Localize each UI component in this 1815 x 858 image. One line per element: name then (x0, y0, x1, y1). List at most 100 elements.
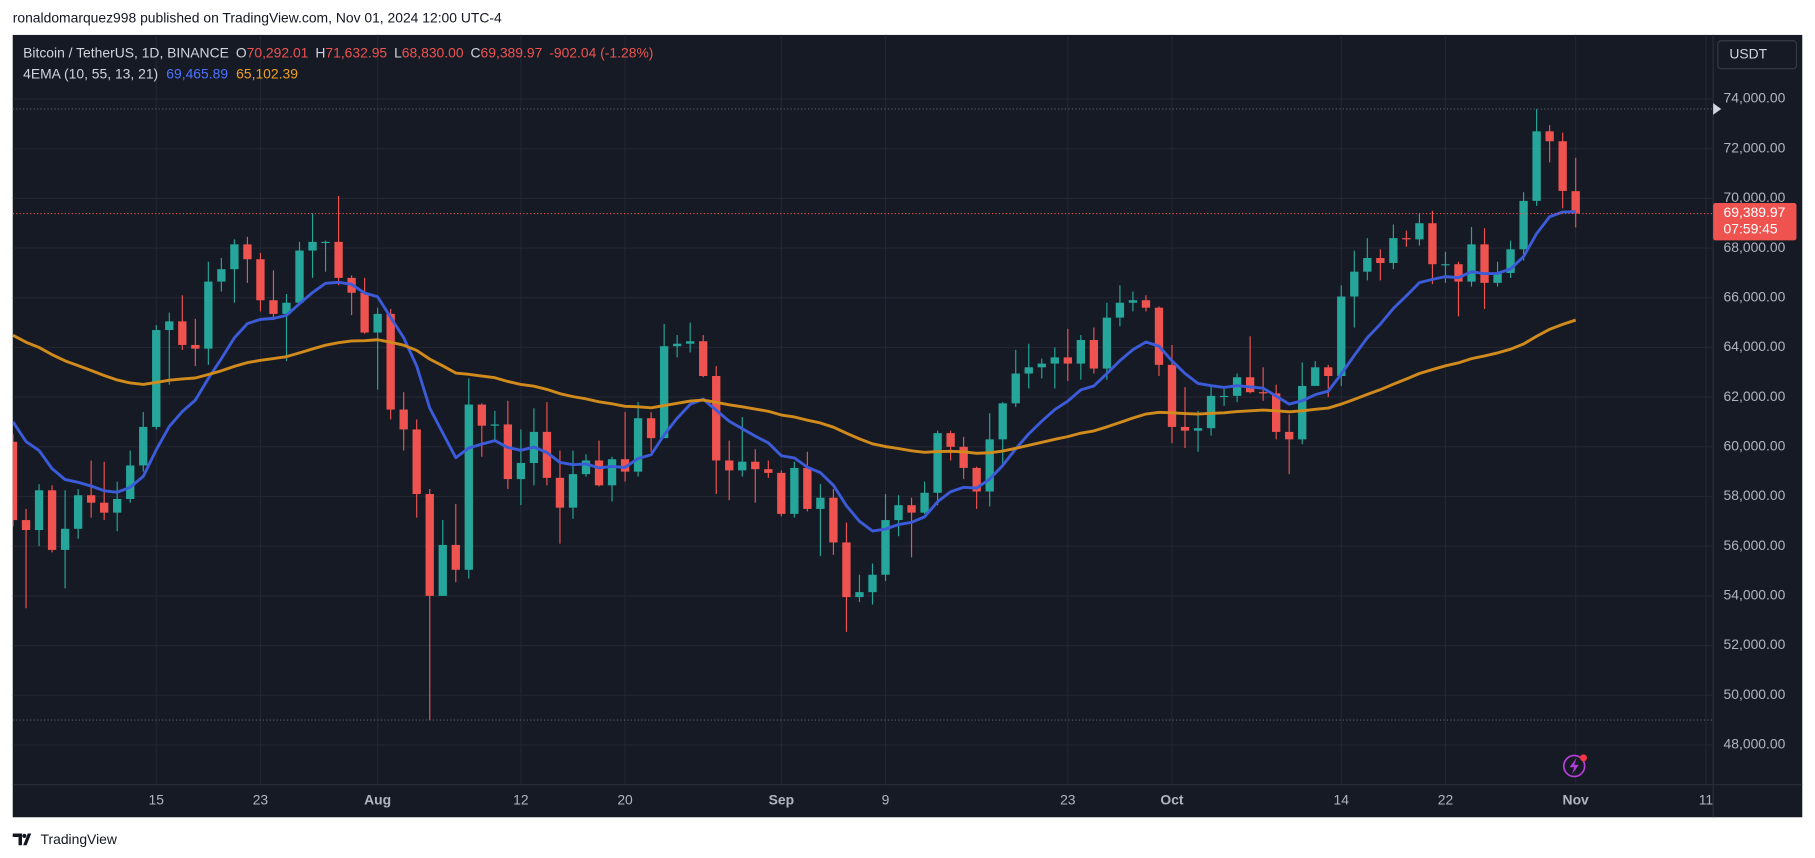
x-tick-label: 11 (1699, 792, 1714, 808)
candle-body (620, 459, 630, 472)
candle-body (1180, 426, 1190, 431)
y-tick-label: 62,000.00 (1724, 388, 1786, 404)
candle-body (777, 472, 786, 514)
y-tick-label: 70,000.00 (1724, 189, 1786, 205)
y-tick-label: 56,000.00 (1724, 537, 1786, 553)
candle-body (204, 281, 213, 349)
candle-body (1285, 431, 1294, 440)
x-tick-label: 23 (1060, 792, 1076, 808)
candle-body (1102, 317, 1112, 369)
candle-body (1037, 363, 1046, 368)
candle-body (998, 403, 1007, 440)
y-tick-label: 54,000.00 (1724, 587, 1786, 603)
y-tick-label: 60,000.00 (1724, 437, 1786, 453)
candle-body (894, 505, 903, 521)
candle-body (386, 313, 395, 410)
candle-body (764, 469, 773, 473)
candle-body (1063, 357, 1072, 364)
x-tick-label: Nov (1563, 792, 1589, 808)
y-tick-label: 72,000.00 (1724, 139, 1786, 155)
candle-body (1558, 141, 1567, 191)
candle-body (295, 250, 304, 303)
candle-body (451, 544, 460, 570)
candle-body (1480, 244, 1489, 283)
candle-body (1324, 367, 1333, 377)
candle-body (60, 528, 70, 550)
candle-body (282, 302, 291, 314)
candle-body (607, 459, 617, 486)
candle-body (503, 424, 513, 480)
y-tick-label: 50,000.00 (1724, 686, 1786, 702)
candle-body (842, 542, 851, 598)
candle-body (907, 505, 916, 513)
candle-body (594, 460, 604, 486)
candle-body (1415, 223, 1424, 240)
candle-body (738, 461, 747, 471)
currency: USDT (1729, 45, 1767, 61)
candle-body (686, 341, 695, 344)
candle-body (959, 446, 968, 468)
indicator-legend: 4EMA (10, 55, 13, 21) 69,465.89 65,102.39 (23, 65, 298, 81)
candle-body (699, 341, 708, 377)
published-line: ronaldomarquez998 published on TradingVi… (13, 9, 502, 25)
plot (12, 108, 1714, 721)
candle-body (1141, 300, 1151, 308)
change-value: -902.04 (-1.28%) (549, 44, 653, 60)
candle-body (555, 477, 565, 508)
candle-body (985, 439, 994, 492)
candle-body (1545, 131, 1554, 142)
candle-body (1115, 302, 1125, 318)
candle-body (659, 346, 669, 439)
candle-body (920, 492, 929, 513)
candle-body (933, 433, 942, 493)
currency-button[interactable] (1717, 40, 1798, 70)
candle-body (12, 441, 18, 521)
candle-body (751, 461, 760, 470)
candle-body (1298, 385, 1307, 440)
candle-body (1376, 258, 1385, 263)
grid (12, 34, 1714, 785)
range-high-marker (1713, 103, 1722, 115)
candle-body (86, 495, 96, 503)
candle-body (1272, 393, 1281, 432)
x-tick-label: 15 (149, 792, 165, 808)
indicator-name: 4EMA (10, 55, 13, 21) (23, 65, 158, 81)
candle-body (646, 418, 656, 439)
candle-body (672, 343, 682, 347)
candle-body (1428, 223, 1437, 265)
ohlc-value: 71,632.95 (325, 44, 387, 60)
last-price-box (1713, 203, 1797, 241)
candle-body (790, 467, 799, 514)
candle-body (712, 376, 721, 461)
candle-body (178, 321, 187, 345)
ohlc-key: L (394, 44, 402, 60)
candle-body (139, 426, 148, 466)
candle-body (191, 344, 200, 349)
ohlc-value: 69,389.97 (481, 44, 543, 60)
candle-body (373, 313, 382, 333)
candle-body (1454, 264, 1463, 282)
y-tick-label: 74,000.00 (1724, 90, 1786, 106)
ohlc-value: 68,830.00 (402, 44, 464, 60)
candle-body (803, 467, 812, 509)
ema-line (12, 318, 1577, 455)
candle-body (1089, 339, 1099, 369)
x-tick-label: 20 (617, 792, 633, 808)
candle-body (1128, 300, 1138, 303)
x-tick-label: 9 (882, 792, 890, 808)
x-tick-label: Oct (1160, 792, 1184, 808)
x-tick-label: Sep (769, 792, 794, 808)
x-tick-label: 12 (513, 792, 529, 808)
countdown-label: 07:59:45 (1724, 220, 1778, 236)
y-tick-label: 66,000.00 (1724, 288, 1786, 304)
candle-body (321, 241, 330, 244)
y-tick-label: 68,000.00 (1724, 239, 1786, 255)
candle-body (1337, 296, 1346, 377)
labels: 48,000.00 50,000.00 52,000.00 54,000.00 56,0… (23, 44, 1797, 808)
candle-body (946, 433, 955, 447)
candle-body (972, 467, 981, 492)
candle-body (126, 465, 135, 499)
candle-body (100, 502, 109, 513)
